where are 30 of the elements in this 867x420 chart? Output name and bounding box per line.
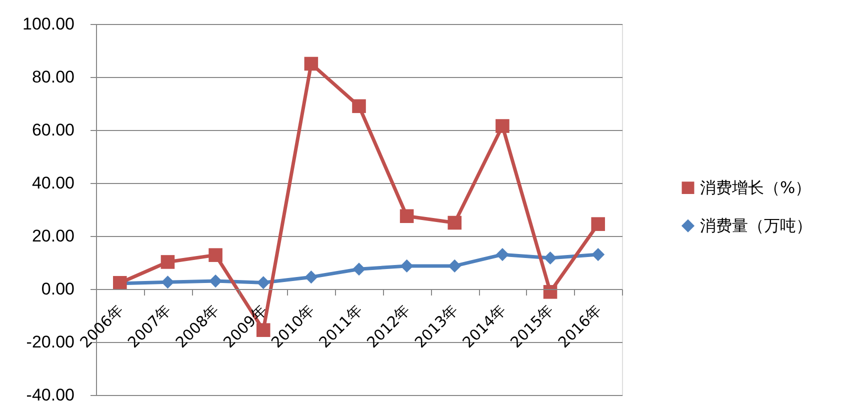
y-tick-label: -40.00 xyxy=(26,386,74,404)
point xyxy=(448,259,462,272)
legend-label: 消费增长（%） xyxy=(700,178,812,197)
point xyxy=(256,276,270,290)
y-tick-label: -20.00 xyxy=(26,332,74,352)
point xyxy=(400,259,414,272)
y-tick-label: 60.00 xyxy=(32,120,74,140)
y-tick-label: 100.00 xyxy=(22,14,74,34)
point xyxy=(448,216,462,230)
point xyxy=(400,209,414,224)
point xyxy=(209,274,222,288)
legend-label: 消费量（万吨） xyxy=(700,216,812,235)
point xyxy=(208,248,222,262)
y-tick-label: 20.00 xyxy=(32,226,74,246)
point xyxy=(543,285,558,299)
y-tick-label: 40.00 xyxy=(32,174,74,192)
y-tick-label: 0.00 xyxy=(41,280,74,298)
point xyxy=(304,270,318,284)
point xyxy=(544,251,557,265)
point xyxy=(591,217,605,231)
point xyxy=(304,56,318,71)
point xyxy=(352,262,366,276)
point xyxy=(496,119,510,133)
point xyxy=(161,276,174,289)
point xyxy=(256,323,270,337)
y-tick-label: 80.00 xyxy=(32,68,74,86)
point xyxy=(496,248,509,262)
point xyxy=(592,248,605,262)
point xyxy=(352,99,366,114)
point xyxy=(160,255,175,269)
